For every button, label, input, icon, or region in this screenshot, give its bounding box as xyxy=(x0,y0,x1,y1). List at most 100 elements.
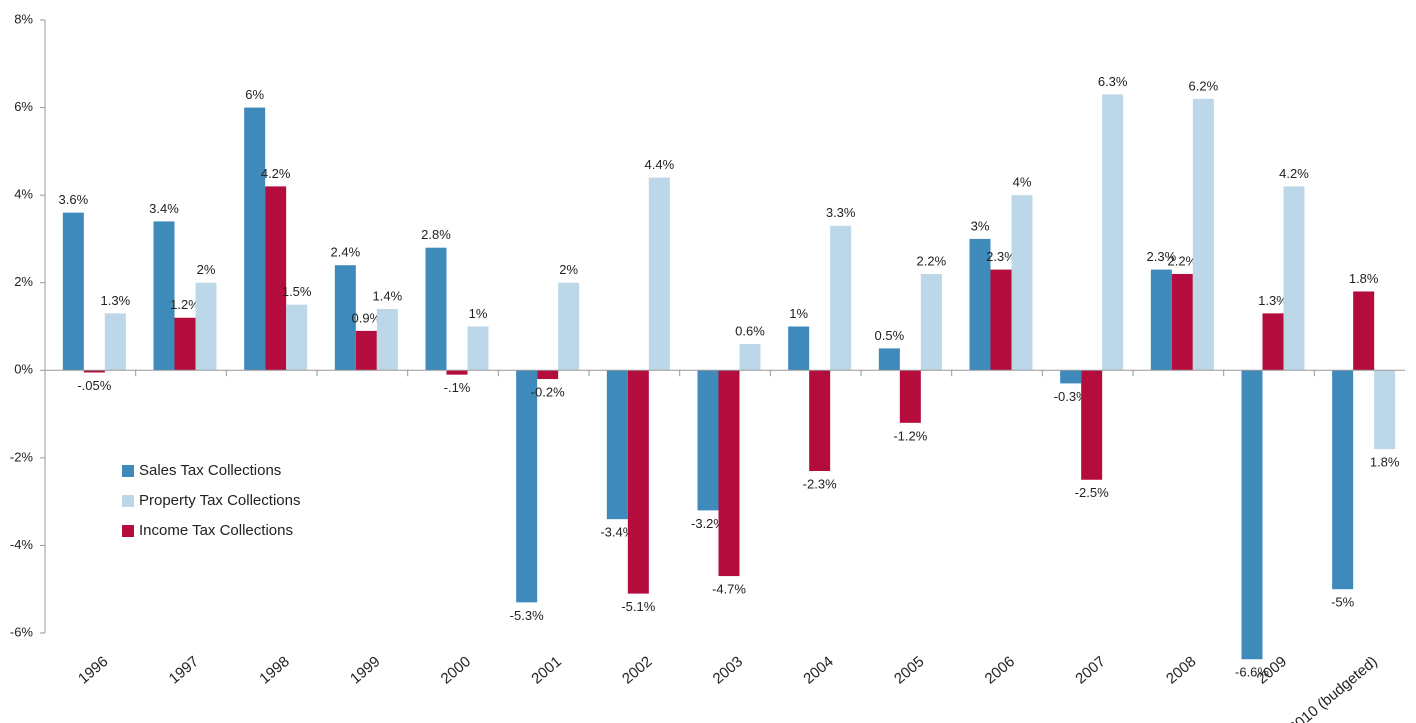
data-label: 1.3% xyxy=(101,293,131,308)
x-tick-label: 2005 xyxy=(891,653,927,687)
data-label: 2.2% xyxy=(1168,253,1198,268)
y-tick-label: 6% xyxy=(14,99,33,114)
x-tick-label: 2007 xyxy=(1072,653,1108,687)
bar xyxy=(376,308,398,371)
data-label: 2.4% xyxy=(331,245,361,260)
data-label: 2.3% xyxy=(1147,249,1177,264)
data-label: 4% xyxy=(1013,175,1032,190)
legend-label: Property Tax Collections xyxy=(139,492,300,509)
bar xyxy=(83,370,105,373)
bar xyxy=(697,370,719,511)
bar xyxy=(1192,98,1214,371)
x-tick-label: 2006 xyxy=(982,653,1018,687)
bar xyxy=(62,212,84,371)
bar xyxy=(1241,370,1263,660)
data-label: 2% xyxy=(559,262,578,277)
data-label: 2.8% xyxy=(421,227,451,242)
y-tick-label: 2% xyxy=(14,274,33,289)
x-tick-label: 2010 (budgeted) xyxy=(1286,653,1381,723)
data-label: -4.7% xyxy=(712,582,746,597)
data-label: 3% xyxy=(971,218,990,233)
bar xyxy=(788,326,810,371)
bar xyxy=(286,304,308,371)
bar xyxy=(265,186,287,371)
x-tick-label: 2000 xyxy=(438,653,474,687)
bar xyxy=(969,238,991,371)
legend-label: Income Tax Collections xyxy=(139,522,293,539)
data-label: 1.2% xyxy=(170,297,200,312)
data-label: 4.2% xyxy=(261,166,291,181)
bar xyxy=(830,225,852,371)
data-label: 0.5% xyxy=(875,328,905,343)
bar xyxy=(920,273,942,371)
bar xyxy=(446,370,468,375)
x-tick-label: 2008 xyxy=(1163,653,1199,687)
data-label: 4.2% xyxy=(1279,166,1309,181)
data-label: 1.3% xyxy=(1258,293,1288,308)
data-label: 3.4% xyxy=(149,201,179,216)
data-label: 2.2% xyxy=(917,253,947,268)
y-tick-label: -6% xyxy=(10,624,34,639)
data-label: 0.9% xyxy=(352,310,382,325)
bar xyxy=(516,370,538,603)
bar xyxy=(878,348,900,371)
bar xyxy=(627,370,649,594)
bar xyxy=(537,370,559,380)
data-label: -.05% xyxy=(77,378,111,393)
data-label: -5.3% xyxy=(510,608,544,623)
bar xyxy=(1102,94,1124,371)
data-label: 2% xyxy=(197,262,216,277)
data-label: 1.4% xyxy=(373,288,403,303)
bar xyxy=(1150,269,1172,371)
data-label: -0.2% xyxy=(531,384,565,399)
data-label: 3.3% xyxy=(826,205,856,220)
data-label: -5.1% xyxy=(621,599,655,614)
bar xyxy=(899,370,921,423)
bar xyxy=(718,370,740,577)
data-label: 0.6% xyxy=(735,323,765,338)
y-tick-label: 4% xyxy=(14,187,33,202)
legend-label: Sales Tax Collections xyxy=(139,462,281,479)
bar xyxy=(153,221,175,371)
x-tick-label: 2003 xyxy=(710,653,746,687)
data-label: -2.3% xyxy=(803,476,837,491)
data-label: -0.3% xyxy=(1054,389,1088,404)
legend-swatch xyxy=(122,465,134,477)
y-tick-label: 8% xyxy=(14,11,33,26)
data-label: 6.2% xyxy=(1189,78,1219,93)
data-label: 3.6% xyxy=(59,192,89,207)
y-tick-label: -2% xyxy=(10,449,34,464)
bar xyxy=(195,282,217,371)
x-tick-label: 2002 xyxy=(619,653,655,687)
data-label: 6.3% xyxy=(1098,74,1128,89)
bar xyxy=(334,265,356,371)
y-tick-label: -4% xyxy=(10,537,34,552)
data-label: -3.2% xyxy=(691,516,725,531)
data-label: -2.5% xyxy=(1075,485,1109,500)
data-label: -3.4% xyxy=(600,525,634,540)
data-label: -1.2% xyxy=(893,428,927,443)
bar xyxy=(1081,370,1103,480)
bar xyxy=(558,282,580,371)
y-tick-label: 0% xyxy=(14,362,33,377)
bar xyxy=(104,313,126,371)
data-label: -5% xyxy=(1331,595,1355,610)
x-tick-label: 1997 xyxy=(166,653,202,687)
bar xyxy=(1171,273,1193,371)
bar xyxy=(174,317,196,371)
bar xyxy=(1262,313,1284,371)
bar xyxy=(606,370,628,520)
bar xyxy=(467,326,489,371)
data-label: 1.8% xyxy=(1370,455,1400,470)
x-tick-label: 2001 xyxy=(528,653,564,687)
data-label: -6.6% xyxy=(1235,665,1269,680)
legend-swatch xyxy=(122,525,134,537)
bar xyxy=(425,247,447,371)
data-label: 2.3% xyxy=(986,249,1016,264)
bar xyxy=(990,269,1012,371)
data-label: 1% xyxy=(789,306,808,321)
x-tick-label: 1998 xyxy=(256,653,292,687)
x-tick-label: 2004 xyxy=(800,653,836,687)
